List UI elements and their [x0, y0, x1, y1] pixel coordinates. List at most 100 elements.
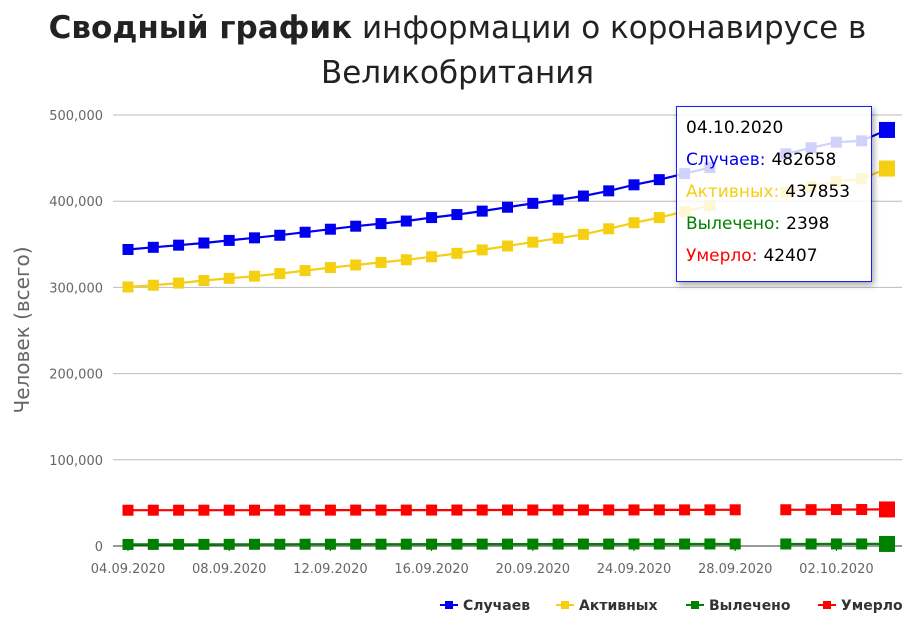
data-point[interactable] [856, 504, 868, 516]
legend-item[interactable]: Активных [556, 598, 657, 614]
data-point[interactable] [502, 201, 513, 213]
data-point[interactable] [350, 504, 362, 516]
data-point[interactable] [653, 174, 665, 186]
data-point[interactable] [400, 538, 412, 550]
data-point[interactable] [628, 504, 640, 516]
data-point[interactable] [198, 504, 210, 516]
data-point[interactable] [729, 538, 741, 550]
data-point[interactable] [249, 538, 260, 550]
data-point[interactable] [879, 160, 895, 177]
data-point[interactable] [679, 538, 691, 550]
data-point[interactable] [704, 538, 716, 550]
data-point[interactable] [780, 538, 792, 550]
data-point[interactable] [147, 538, 159, 550]
data-point[interactable] [451, 504, 463, 516]
data-point[interactable] [704, 504, 716, 516]
data-point[interactable] [173, 538, 185, 550]
data-point[interactable] [426, 251, 438, 263]
data-point[interactable] [223, 538, 235, 550]
data-point[interactable] [400, 254, 412, 266]
data-point[interactable] [426, 504, 438, 516]
data-point[interactable] [780, 504, 792, 516]
data-point[interactable] [249, 504, 260, 516]
data-point[interactable] [603, 223, 615, 235]
data-point[interactable] [552, 194, 564, 206]
data-point[interactable] [198, 275, 210, 287]
data-point[interactable] [451, 247, 463, 259]
data-point[interactable] [527, 504, 539, 516]
data-point[interactable] [147, 241, 159, 253]
data-point[interactable] [249, 270, 260, 282]
data-point[interactable] [198, 237, 210, 249]
data-point[interactable] [653, 504, 665, 516]
data-point[interactable] [527, 197, 539, 209]
data-point[interactable] [375, 218, 387, 230]
data-point[interactable] [147, 504, 159, 516]
data-point[interactable] [198, 538, 210, 550]
data-point[interactable] [350, 538, 362, 550]
data-point[interactable] [122, 243, 134, 255]
data-point[interactable] [299, 265, 311, 277]
data-point[interactable] [299, 504, 311, 516]
data-point[interactable] [527, 236, 539, 248]
data-point[interactable] [830, 504, 842, 516]
data-point[interactable] [577, 504, 589, 516]
data-point[interactable] [502, 538, 513, 550]
data-point[interactable] [527, 538, 539, 550]
data-point[interactable] [426, 212, 438, 224]
data-point[interactable] [502, 240, 513, 252]
data-point[interactable] [628, 179, 640, 191]
data-point[interactable] [476, 538, 488, 550]
data-point[interactable] [552, 504, 564, 516]
data-point[interactable] [603, 185, 615, 197]
data-point[interactable] [805, 538, 817, 550]
data-point[interactable] [879, 121, 895, 138]
legend-item[interactable]: Умерло [818, 598, 903, 614]
data-point[interactable] [426, 538, 438, 550]
data-point[interactable] [603, 504, 615, 516]
data-point[interactable] [805, 504, 817, 516]
data-point[interactable] [400, 215, 412, 227]
data-point[interactable] [552, 538, 564, 550]
data-point[interactable] [603, 538, 615, 550]
data-point[interactable] [324, 223, 336, 235]
data-point[interactable] [122, 504, 134, 516]
data-point[interactable] [223, 504, 235, 516]
data-point[interactable] [350, 259, 362, 271]
data-point[interactable] [147, 279, 159, 291]
data-point[interactable] [375, 504, 387, 516]
data-point[interactable] [274, 538, 286, 550]
data-point[interactable] [653, 538, 665, 550]
legend-item[interactable]: Случаев [440, 598, 530, 614]
data-point[interactable] [400, 504, 412, 516]
data-point[interactable] [729, 504, 741, 516]
data-point[interactable] [350, 220, 362, 232]
data-point[interactable] [476, 205, 488, 217]
data-point[interactable] [577, 190, 589, 202]
legend-item[interactable]: Вылечено [686, 598, 791, 614]
data-point[interactable] [274, 229, 286, 241]
data-point[interactable] [173, 504, 185, 516]
data-point[interactable] [879, 535, 895, 552]
data-point[interactable] [324, 538, 336, 550]
data-point[interactable] [375, 256, 387, 268]
data-point[interactable] [274, 504, 286, 516]
data-point[interactable] [628, 538, 640, 550]
data-point[interactable] [451, 538, 463, 550]
data-point[interactable] [299, 538, 311, 550]
data-point[interactable] [223, 234, 235, 246]
data-point[interactable] [375, 538, 387, 550]
data-point[interactable] [324, 504, 336, 516]
data-point[interactable] [122, 281, 134, 293]
data-point[interactable] [451, 209, 463, 221]
data-point[interactable] [653, 212, 665, 224]
data-point[interactable] [628, 217, 640, 229]
data-point[interactable] [476, 244, 488, 256]
data-point[interactable] [879, 501, 895, 518]
data-point[interactable] [299, 226, 311, 238]
data-point[interactable] [122, 538, 134, 550]
data-point[interactable] [173, 239, 185, 251]
data-point[interactable] [577, 538, 589, 550]
data-point[interactable] [274, 268, 286, 280]
data-point[interactable] [223, 272, 235, 284]
